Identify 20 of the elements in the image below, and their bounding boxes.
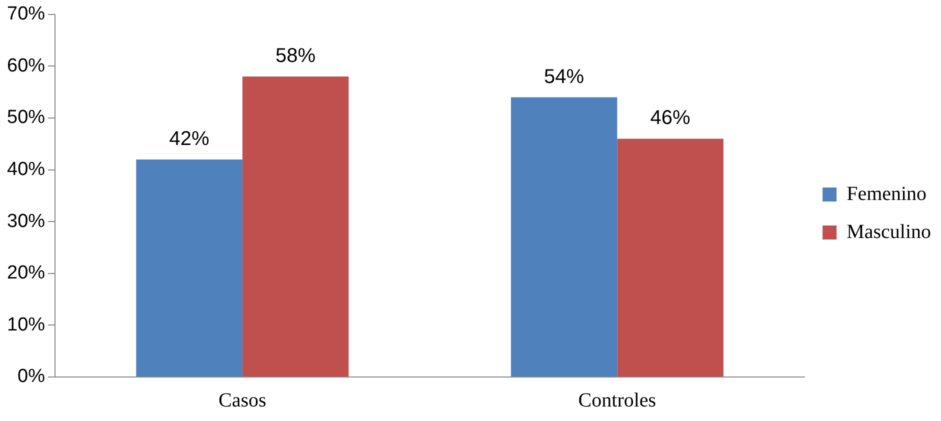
legend-label: Femenino: [846, 182, 927, 205]
data-label: 58%: [276, 45, 316, 68]
y-tick-label: 50%: [6, 107, 46, 128]
y-tick-label: 30%: [6, 210, 46, 232]
bar: [136, 159, 242, 376]
legend-label: Masculino: [846, 220, 932, 243]
x-tick-label: Casos: [218, 389, 267, 412]
data-label: 54%: [544, 66, 584, 88]
y-tick-label: 60%: [6, 55, 46, 76]
bar: [617, 138, 724, 376]
y-tick-label: 20%: [6, 262, 46, 284]
bar: [510, 97, 618, 376]
y-tick-label: 70%: [6, 4, 46, 25]
y-tick-label: 40%: [6, 159, 46, 180]
bar: [242, 76, 349, 376]
data-label: 42%: [169, 128, 210, 150]
data-label: 46%: [650, 107, 691, 130]
x-tick-label: Controles: [578, 389, 656, 412]
y-tick-label: 10%: [6, 314, 46, 336]
y-tick-label: 0%: [18, 366, 46, 388]
